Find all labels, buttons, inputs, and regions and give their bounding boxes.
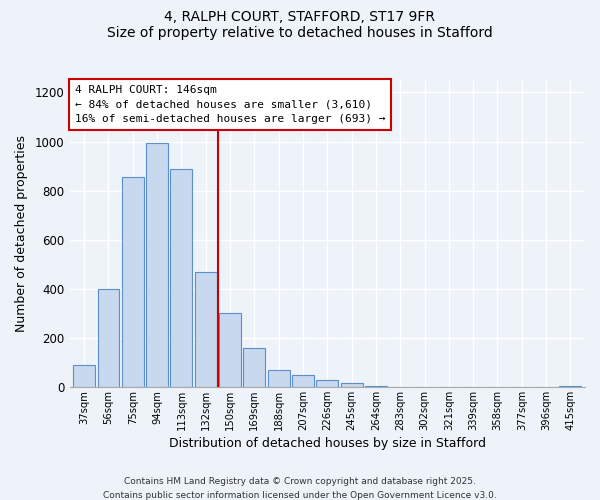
Text: Contains HM Land Registry data © Crown copyright and database right 2025.
Contai: Contains HM Land Registry data © Crown c… <box>103 478 497 500</box>
Text: 4, RALPH COURT, STAFFORD, ST17 9FR
Size of property relative to detached houses : 4, RALPH COURT, STAFFORD, ST17 9FR Size … <box>107 10 493 40</box>
Bar <box>146 143 168 387</box>
Bar <box>98 289 119 387</box>
X-axis label: Distribution of detached houses by size in Stafford: Distribution of detached houses by size … <box>169 437 486 450</box>
Bar <box>195 272 217 387</box>
Bar <box>244 348 265 387</box>
Bar <box>122 177 144 387</box>
Bar <box>341 383 362 387</box>
Bar <box>292 374 314 387</box>
Bar <box>73 365 95 387</box>
Bar <box>170 168 193 387</box>
Text: 4 RALPH COURT: 146sqm
← 84% of detached houses are smaller (3,610)
16% of semi-d: 4 RALPH COURT: 146sqm ← 84% of detached … <box>75 85 385 124</box>
Bar <box>219 314 241 387</box>
Bar <box>268 370 290 387</box>
Bar <box>316 380 338 387</box>
Y-axis label: Number of detached properties: Number of detached properties <box>15 135 28 332</box>
